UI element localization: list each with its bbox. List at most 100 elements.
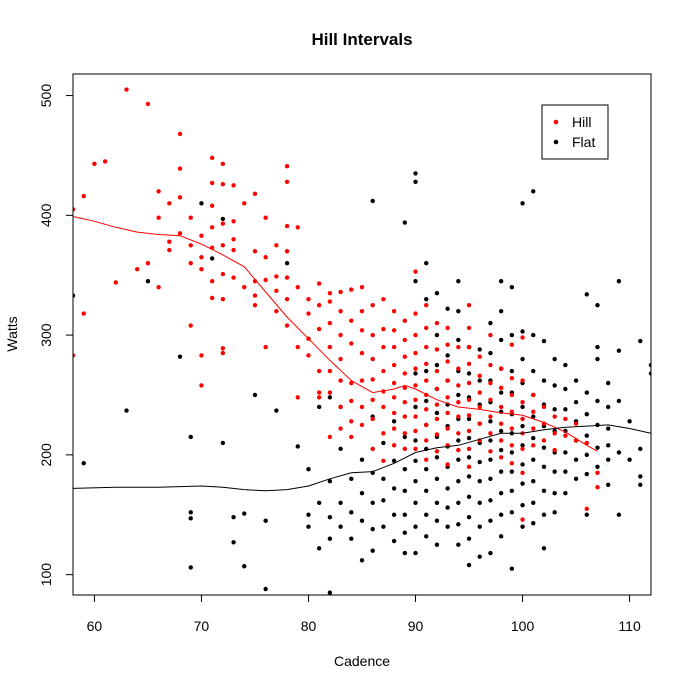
point-hill [563,433,568,438]
point-hill [316,390,322,395]
point-hill [424,361,429,367]
point-flat [327,514,333,520]
point-hill [316,281,322,286]
point-flat [616,279,622,284]
point-flat [595,356,600,362]
point-flat [584,411,589,417]
point-hill [177,131,183,137]
point-flat [456,337,461,343]
point-hill [284,179,290,184]
point-flat [488,498,493,503]
point-hill [552,447,557,453]
point-hill [327,344,333,350]
point-hill [424,457,429,462]
point-flat [466,514,472,520]
point-hill [520,378,525,383]
point-hill [477,390,482,395]
point-hill [413,397,418,402]
point-flat [509,450,515,455]
point-hill [424,438,429,443]
point-flat [498,390,504,395]
legend: Hill Flat [541,104,609,160]
point-flat [381,440,386,446]
point-hill [520,470,525,476]
point-hill [209,295,215,301]
point-hill [434,347,440,352]
point-hill [434,320,440,326]
point-hill [327,434,333,440]
point-hill [338,289,343,295]
point-flat [188,565,193,570]
point-hill [199,267,204,272]
point-flat [488,550,493,556]
point-flat [413,524,418,529]
point-flat [391,458,397,464]
point-hill [477,373,482,379]
point-flat [466,435,472,441]
point-hill [391,410,397,416]
smooth-line-flat [73,424,651,492]
point-hill [349,287,354,292]
point-hill [434,402,440,407]
point-flat [466,562,472,568]
point-hill [402,337,408,343]
point-hill [413,383,418,388]
point-hill [531,392,536,398]
point-hill [434,449,440,454]
point-hill [488,449,493,454]
point-hill [263,255,268,260]
point-flat [434,362,440,368]
point-hill [434,432,440,437]
point-flat [402,530,408,535]
point-flat [466,416,472,422]
point-hill [434,368,440,374]
point-flat [520,443,525,448]
point-flat [648,362,651,368]
point-hill [359,378,365,383]
point-hill [284,275,290,280]
point-hill [402,414,408,419]
point-flat [563,407,568,412]
point-hill [509,461,515,466]
point-hill [252,249,258,254]
point-hill [188,215,193,220]
y-tick-label: 200 [38,443,54,467]
point-hill [456,414,461,419]
point-hill [584,440,589,446]
point-flat [370,526,375,532]
point-hill [402,446,408,452]
legend-marker-flat [553,139,559,145]
point-flat [638,446,643,452]
point-flat [531,457,536,462]
point-hill [145,261,151,266]
point-flat [509,469,515,474]
point-flat [124,408,129,413]
point-hill [391,344,397,350]
point-flat [477,554,482,559]
point-hill [370,332,375,338]
point-flat [520,356,525,362]
point-flat [584,512,589,517]
point-flat [456,279,461,284]
point-flat [605,404,611,410]
legend-label-hill: Hill [572,114,591,130]
point-flat [413,171,418,176]
point-flat [209,256,215,261]
point-hill [509,409,515,414]
point-flat [541,338,547,344]
point-flat [498,469,504,474]
point-hill [424,302,429,308]
point-hill [263,215,268,220]
point-flat [520,462,525,467]
point-hill [295,225,300,230]
point-hill [424,378,429,383]
point-hill [488,431,493,436]
point-hill [327,368,333,374]
point-hill [434,386,440,392]
point-flat [413,550,418,556]
point-hill [413,311,418,316]
point-hill [295,284,300,290]
point-hill [552,431,557,436]
point-hill [402,354,408,359]
point-hill [274,274,279,279]
